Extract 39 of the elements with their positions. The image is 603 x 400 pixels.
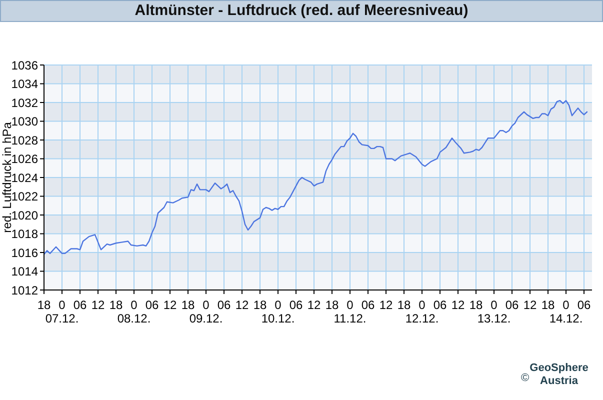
x-tick-label: 18 — [397, 298, 411, 312]
x-tick-label: 06 — [73, 298, 87, 312]
y-tick-label: 1030 — [11, 114, 38, 129]
y-tick-label: 1014 — [11, 264, 38, 279]
x-tick-label: 06 — [577, 298, 591, 312]
y-tick-label: 1036 — [11, 58, 38, 72]
x-tick-label: 12 — [307, 298, 321, 312]
y-tick-label: 1016 — [11, 246, 38, 260]
x-tick-label: 12 — [235, 298, 249, 312]
y-tick-label: 1024 — [11, 170, 38, 185]
x-tick-label: 06 — [361, 298, 375, 312]
x-tick-label: 18 — [109, 298, 123, 312]
x-tick-label: 18 — [541, 298, 555, 312]
x-tick-label: 06 — [217, 298, 231, 312]
x-tick-label: 06 — [433, 298, 447, 312]
chart-title: Altmünster - Luftdruck (red. auf Meeresniveau) — [0, 0, 603, 22]
x-tick-label: 12 — [451, 298, 465, 312]
text: © — [520, 372, 530, 385]
x-tick-label: 18 — [181, 298, 195, 312]
y-tick-label: 1020 — [11, 208, 38, 222]
y-tick-label: 1022 — [11, 190, 38, 204]
y-tick-label: 1032 — [11, 96, 38, 110]
x-tick-label: 12 — [523, 298, 537, 312]
x-tick-label: 18 — [253, 298, 267, 312]
y-tick-label: 1012 — [11, 283, 38, 298]
x-tick-label: 06 — [505, 298, 519, 312]
x-tick-label: 18 — [325, 298, 339, 312]
text: GeoSphere Austria — [530, 362, 588, 387]
y-tick-label: 1028 — [11, 133, 38, 148]
x-tick-label: 18 — [37, 298, 51, 312]
x-tick-label: 18 — [469, 298, 483, 312]
y-tick-label: 1034 — [11, 77, 38, 92]
y-tick-label: 1018 — [11, 227, 38, 242]
x-tick-label: 12 — [379, 298, 393, 312]
y-tick-label: 1026 — [11, 152, 38, 166]
x-tick-label: 06 — [289, 298, 303, 312]
x-tick-label: 12 — [91, 298, 105, 312]
x-tick-label: 12 — [163, 298, 177, 312]
x-tick-label: 06 — [145, 298, 159, 312]
